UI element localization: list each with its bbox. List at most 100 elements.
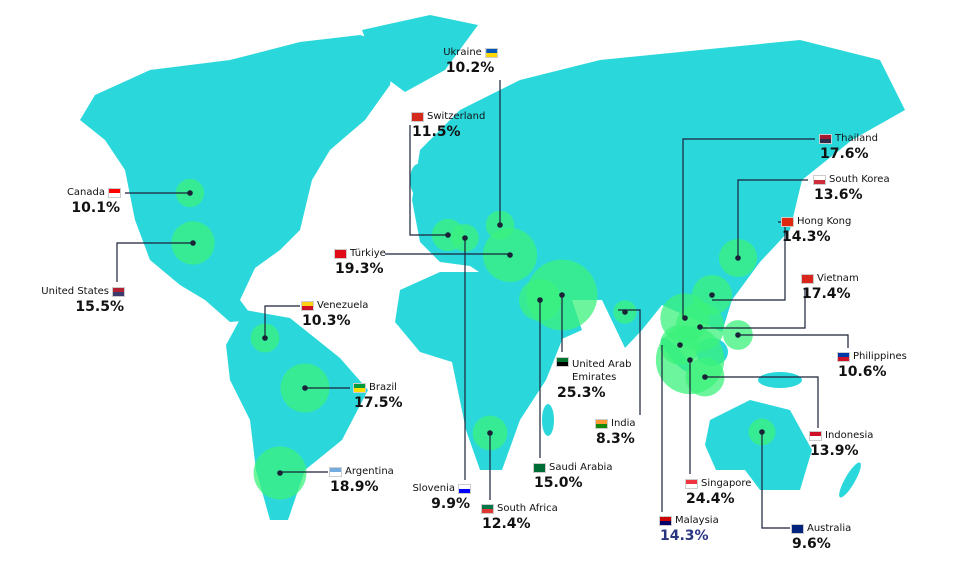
madagascar [542,404,554,436]
country-label: Slovenia 9.9% [412,482,471,513]
country-name: Brazil [369,382,397,393]
anchor-dot [702,374,708,380]
country-name: Malaysia [675,515,719,526]
country-label: Singapore 24.4% [685,477,751,508]
country-value: 10.3% [302,313,351,329]
country-name-row: Canada [66,186,121,199]
country-value: 12.4% [482,516,531,532]
country-label: Argentina 18.9% [329,465,394,496]
country-name-row: Hong Kong [781,215,851,228]
flag [112,286,125,297]
anchor-dot [759,429,765,435]
country-value: 9.9% [431,496,470,512]
connector [409,125,448,236]
flag [329,466,342,477]
country-value: 14.3% [660,528,709,544]
flag [837,351,850,362]
country-name-row: Türkiye [334,247,386,260]
country-label: South Africa 12.4% [481,502,558,533]
flag [791,523,804,534]
uk [410,164,426,196]
anchor-dot [445,232,451,238]
country-value: 13.6% [814,187,863,203]
flag [659,515,672,526]
anchor-dot [262,335,268,341]
connector [682,138,815,318]
country-name-row: Singapore [685,477,751,490]
country-value: 17.6% [820,146,869,162]
country-name: India [611,418,636,429]
country-label: United States 15.5% [41,285,125,316]
country-label: United Arab Emirates 25.3% [556,357,636,402]
flag [809,430,822,441]
country-label: South Korea 13.6% [813,173,890,204]
country-name-row: Indonesia [809,429,874,442]
country-name: South Africa [497,503,558,514]
country-value: 15.0% [534,475,583,491]
anchor-dot [687,357,693,363]
country-value: 15.5% [75,299,124,315]
flag [411,111,424,122]
country-name-row: Malaysia [659,514,719,527]
connector [712,221,786,301]
flag [484,47,498,58]
country-label: Brazil 17.5% [353,381,403,412]
country-value: 18.9% [330,479,379,495]
country-name-row: India [595,417,636,430]
anchor-dot [709,292,715,298]
country-label: Australia 9.6% [791,522,851,553]
country-label: Switzerland 11.5% [411,110,485,141]
country-value: 9.6% [792,536,831,552]
country-label: Thailand 17.6% [819,132,878,163]
country-name-row: United Arab Emirates [556,357,636,384]
new-guinea [758,372,802,388]
country-name-row: Argentina [329,465,394,478]
country-label: Venezuela 10.3% [301,299,369,330]
flag [819,133,832,144]
anchor-dot [462,235,468,241]
anchor-dot [682,315,688,321]
country-label: India 8.3% [595,417,636,448]
country-label: Türkiye 19.3% [334,247,386,278]
country-name-row: South Korea [813,173,890,186]
japan [753,203,787,257]
flag [556,357,569,367]
country-name: Canada [66,187,105,198]
anchor-dot [735,255,741,261]
anchor-dot [497,222,503,228]
country-name: Venezuela [317,300,369,311]
country-label: Ukraine 10.2% [443,46,498,77]
greenland [362,15,478,92]
country-value: 13.9% [810,443,859,459]
anchor-dot [190,240,196,246]
country-name-row: Switzerland [411,110,485,123]
country-name-row: United States [41,285,125,298]
connectors [116,80,849,529]
country-name-row: South Africa [481,502,558,515]
country-name: Thailand [835,133,878,144]
connector [700,288,806,329]
country-label: Indonesia 13.9% [809,429,874,460]
africa [395,272,562,470]
anchor-dot [302,385,308,391]
country-value: 10.2% [445,60,495,76]
flag [108,187,121,198]
country-name-row: Slovenia [412,482,471,495]
country-label: Saudi Arabia 15.0% [533,461,612,492]
flag [481,503,494,514]
connector [761,432,790,529]
country-value: 19.3% [335,261,384,277]
country-name: Philippines [853,351,907,362]
country-value: 10.1% [71,200,120,216]
country-name-row: Venezuela [301,299,369,312]
country-name: Vietnam [817,273,859,284]
anchor-dot [277,470,283,476]
country-name: Indonesia [825,430,874,441]
country-name: United States [41,286,109,297]
anchor-dot [487,430,493,436]
flag [595,418,608,429]
anchor-dot [537,297,543,303]
country-name: Türkiye [350,248,386,259]
country-label: Malaysia 14.3% [659,514,719,545]
